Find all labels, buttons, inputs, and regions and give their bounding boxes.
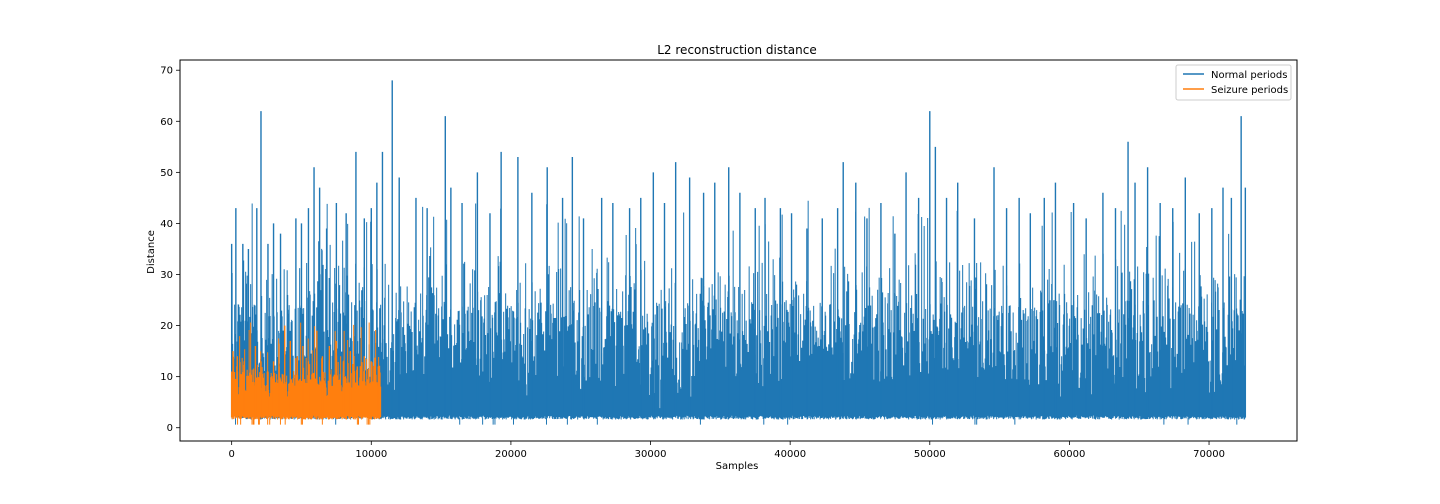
chart-title: L2 reconstruction distance (657, 43, 816, 57)
legend: Normal periods Seizure periods (1175, 64, 1292, 101)
x-tick-label: 30000 (635, 449, 667, 460)
x-tick-label: 60000 (1054, 449, 1086, 460)
y-tick-label: 0 (167, 423, 173, 434)
y-tick-label: 20 (160, 321, 173, 332)
y-axis: 0 10 20 30 40 50 60 70 (160, 66, 180, 434)
plot-frame (179, 59, 1298, 442)
x-tick-label: 70000 (1193, 449, 1225, 460)
x-tick-label: 40000 (774, 449, 806, 460)
y-tick-label: 50 (160, 168, 173, 179)
legend-box (1175, 64, 1292, 101)
x-tick-label: 10000 (355, 449, 387, 460)
y-tick-label: 30 (160, 270, 173, 281)
y-tick-label: 70 (160, 66, 173, 77)
y-axis-label: Distance (146, 230, 157, 274)
x-axis: 0 10000 20000 30000 40000 50000 60000 70000 (228, 441, 1225, 460)
x-tick-label: 20000 (495, 449, 527, 460)
legend-label-normal: Normal periods (1211, 70, 1287, 81)
y-tick-label: 40 (160, 219, 173, 230)
y-tick-label: 10 (160, 372, 173, 383)
legend-label-seizure: Seizure periods (1211, 85, 1288, 96)
series-layer (230, 80, 1247, 425)
y-tick-label: 60 (160, 117, 173, 128)
x-tick-label: 50000 (914, 449, 946, 460)
x-axis-label: Samples (716, 461, 759, 472)
x-tick-label: 0 (228, 449, 234, 460)
